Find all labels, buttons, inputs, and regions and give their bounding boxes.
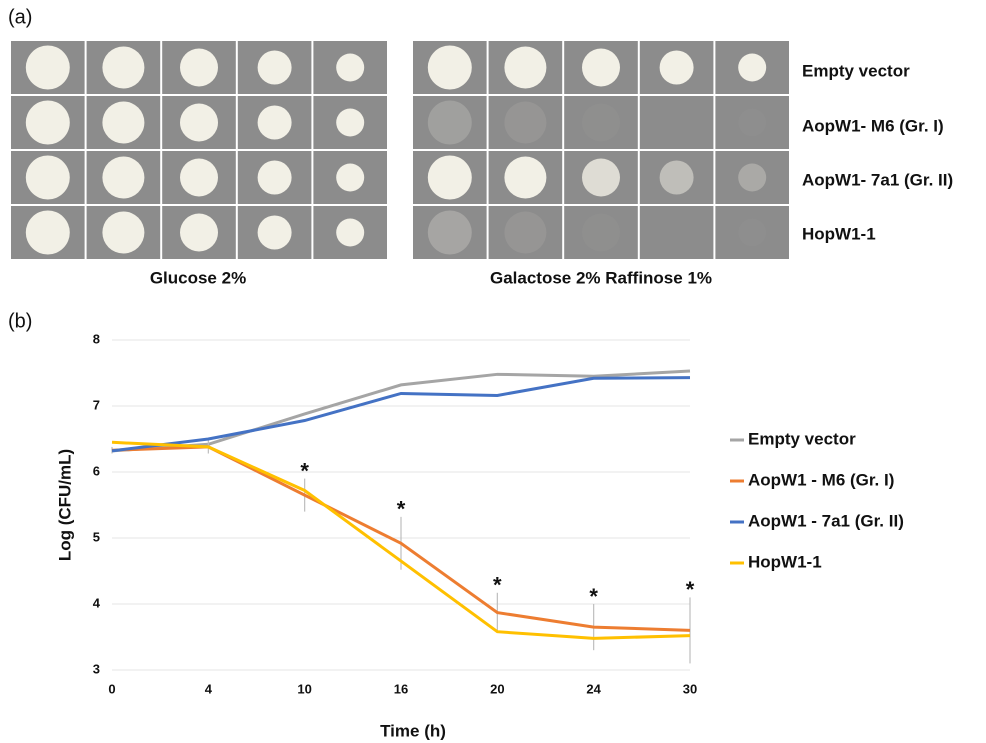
legend-label: AopW1 - 7a1 (Gr. II) [748,511,904,530]
yeast-spot [504,212,546,254]
yeast-spot [738,164,766,192]
yeast-spot [180,49,218,87]
yeast-spot [26,211,70,255]
legend-label: HopW1-1 [748,552,822,571]
yeast-spot [428,211,472,255]
legend-label: Empty vector [748,429,856,448]
significance-mark: * [300,458,309,483]
x-tick-label: 30 [683,681,697,696]
yeast-spot [660,51,694,85]
series-line [112,378,690,451]
yeast-spot [504,102,546,144]
yeast-spot [102,157,144,199]
yeast-spot [102,102,144,144]
y-axis-label: Log (CFU/mL) [55,449,74,561]
x-tick-label: 24 [586,681,601,696]
x-tick-label: 20 [490,681,504,696]
yeast-spot [582,104,620,142]
panel-label: (b) [8,310,32,332]
row-label: AopW1- 7a1 (Gr. II) [802,170,953,189]
y-tick-label: 4 [93,595,101,610]
yeast-spot [582,49,620,87]
yeast-spot [180,159,218,197]
x-tick-label: 16 [394,681,408,696]
significance-mark: * [686,577,695,602]
yeast-spot [428,156,472,200]
yeast-spot [258,51,292,85]
y-tick-label: 8 [93,331,100,346]
yeast-spot [336,219,364,247]
yeast-spot [26,46,70,90]
legend-label: AopW1 - M6 (Gr. I) [748,470,894,489]
yeast-spot [504,47,546,89]
x-tick-label: 10 [297,681,311,696]
x-tick-label: 4 [205,681,213,696]
panel-label: (a) [8,6,32,28]
yeast-spot [738,54,766,82]
yeast-spot [336,164,364,192]
y-tick-label: 6 [93,463,100,478]
significance-mark: * [493,573,502,598]
yeast-spot [102,47,144,89]
yeast-spot [258,216,292,250]
y-tick-label: 7 [93,397,100,412]
figure: (a) (b) Glucose 2% Galactose 2% Raffinos… [0,0,986,743]
significance-mark: * [589,584,598,609]
yeast-spot [738,219,766,247]
yeast-spot [336,54,364,82]
yeast-spot [660,161,694,195]
yeast-spot [428,101,472,145]
condition-label: Galactose 2% Raffinose 1% [490,268,712,287]
significance-mark: * [397,497,406,522]
yeast-spot [26,156,70,200]
yeast-spot [258,161,292,195]
yeast-spot [428,46,472,90]
yeast-spot [26,101,70,145]
yeast-spot [738,109,766,137]
row-label: AopW1- M6 (Gr. I) [802,116,944,135]
yeast-spot [336,109,364,137]
y-tick-label: 3 [93,661,100,676]
x-axis-label: Time (h) [380,721,446,740]
plate-cell [640,96,714,149]
plate-cell [640,206,714,259]
yeast-spot [582,159,620,197]
y-tick-label: 5 [93,529,100,544]
condition-label: Glucose 2% [150,268,246,287]
yeast-spot [582,214,620,252]
row-label: HopW1-1 [802,224,876,243]
yeast-spot [258,106,292,140]
yeast-spot [102,212,144,254]
x-tick-label: 0 [108,681,115,696]
yeast-spot [180,104,218,142]
yeast-spot [180,214,218,252]
yeast-spot [504,157,546,199]
row-label: Empty vector [802,61,910,80]
